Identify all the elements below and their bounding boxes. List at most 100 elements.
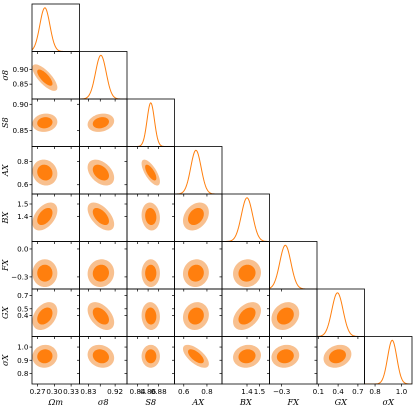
x-tick-label: 0.27 [30, 387, 46, 396]
panel-s8-sx: 0.83 0.92 [77, 336, 128, 396]
x-tick-label: 0.33 [63, 387, 79, 396]
panel-om-Ax: 0.6 0.8 [17, 146, 80, 197]
x-tick-label: 0.4 [332, 387, 344, 396]
panel-frame [316, 288, 365, 337]
panel-S8-Gx [124, 288, 175, 339]
y-axis-label-Bx: BX [0, 211, 10, 225]
x-axis-label-Ax: AX [191, 397, 205, 407]
x-tick-label: 0.86 [140, 387, 156, 396]
y-axis-label-s8: σ8 [0, 70, 10, 81]
x-axis-label-Gx: GX [335, 397, 349, 407]
panel-om-om [31, 3, 80, 54]
posterior-sx [364, 339, 412, 384]
y-tick-label: 0.9 [17, 356, 29, 365]
contour-1sigma [188, 207, 204, 226]
posterior-Gx [317, 292, 365, 337]
panel-om-s8: 0.85 0.90 [12, 51, 80, 102]
panel-Bx-sx: 1.4 1.5 [219, 336, 270, 396]
contour-1sigma [188, 307, 204, 325]
contour-1sigma [238, 264, 256, 282]
posterior-S8 [127, 102, 175, 147]
panel-frame [126, 98, 175, 147]
x-tick-label: −0.3 [273, 387, 290, 396]
panel-s8-s8 [79, 51, 128, 102]
contour-1sigma [145, 207, 157, 226]
x-axis-label-S8: S8 [145, 397, 156, 407]
contour-1sigma [92, 117, 109, 129]
contour-1sigma [37, 307, 53, 325]
y-tick-label: 1.4 [17, 212, 29, 221]
x-tick-label: 0.83 [80, 387, 96, 396]
y-tick-label: 0.90 [12, 65, 28, 74]
contour-1sigma [37, 207, 53, 226]
panel-om-Fx: −0.3 0.0 [11, 241, 80, 292]
contour-1sigma [92, 349, 109, 364]
panel-Fx-Fx [269, 241, 318, 292]
x-tick-label: 0.6 [178, 387, 190, 396]
contour-1sigma [92, 164, 109, 181]
y-tick-label: 0.7 [17, 291, 28, 300]
y-tick-label: 0.85 [12, 126, 28, 135]
panel-S8-Fx [124, 241, 175, 292]
x-tick-label: 0.84 [130, 387, 146, 396]
y-tick-label: 0.8 [17, 157, 29, 166]
panel-Bx-Bx [221, 193, 270, 244]
panel-frame [364, 336, 413, 385]
contour-1sigma [276, 349, 294, 364]
x-tick-label: 0.8 [369, 387, 381, 396]
contour-1sigma [145, 164, 157, 181]
y-tick-label: 0.8 [17, 369, 29, 378]
y-tick-label: 1.5 [17, 200, 28, 209]
x-axis-label-sx: σX [383, 397, 396, 407]
contour-1sigma [188, 349, 204, 364]
x-tick-label: 0.30 [46, 387, 62, 396]
y-tick-label: 0.4 [17, 311, 29, 320]
contour-1sigma [37, 117, 53, 129]
panel-Gx-sx: 0.1 0.4 0.7 [313, 336, 365, 396]
panel-om-Bx: 1.41.5 [17, 193, 80, 244]
panel-S8-sx: 0.840.860.88 [124, 336, 175, 396]
contour-1sigma [92, 207, 109, 226]
panel-Fx-sx: −0.3 [267, 336, 318, 396]
contour-1sigma [145, 349, 157, 364]
panel-Bx-Gx [219, 288, 270, 339]
panel-s8-Gx [77, 288, 128, 339]
panel-Ax-sx: 0.6 0.8 [172, 336, 223, 396]
panel-frame [221, 193, 270, 242]
panel-s8-Bx [77, 193, 128, 244]
panel-Ax-Ax [174, 146, 223, 197]
y-tick-label: 0.6 [17, 180, 29, 189]
panel-om-sx: 0.27 0.30 0.33 0.8 0.9 1.0 [17, 336, 80, 396]
panel-Fx-Gx [267, 288, 318, 339]
panel-om-S8: 0.85 0.90 [12, 98, 80, 149]
x-tick-label: 1.0 [396, 387, 408, 396]
panel-sx-sx: 0.8 1.0 [364, 336, 413, 396]
x-tick-label: 1.4 [241, 387, 253, 396]
posterior-Ax [174, 149, 222, 194]
panel-Ax-Gx [172, 288, 223, 339]
y-tick-label: 0.90 [12, 100, 28, 109]
contour-1sigma [188, 264, 204, 282]
panel-S8-Ax [124, 146, 175, 197]
panel-s8-Ax [77, 146, 128, 197]
contour-1sigma [328, 349, 346, 364]
posterior-om [32, 7, 80, 52]
panel-Ax-Bx [172, 193, 223, 244]
contour-1sigma [37, 164, 53, 181]
contour-1sigma [145, 307, 157, 325]
contour-1sigma [92, 307, 109, 325]
x-axis-label-Fx: FX [286, 397, 300, 407]
x-tick-label: 0.8 [201, 387, 213, 396]
y-tick-label: 1.0 [17, 343, 29, 352]
contour-1sigma [145, 264, 157, 282]
x-tick-label: 0.88 [151, 387, 167, 396]
contour-1sigma [92, 264, 109, 282]
y-tick-label: 0.85 [12, 80, 28, 89]
y-tick-label: 0.5 [17, 304, 28, 313]
panel-Bx-Fx [219, 241, 270, 292]
contour-1sigma [238, 349, 256, 364]
posterior-s8 [79, 54, 127, 99]
x-tick-label: 0.92 [107, 387, 123, 396]
y-axis-label-Fx: FX [0, 258, 10, 272]
